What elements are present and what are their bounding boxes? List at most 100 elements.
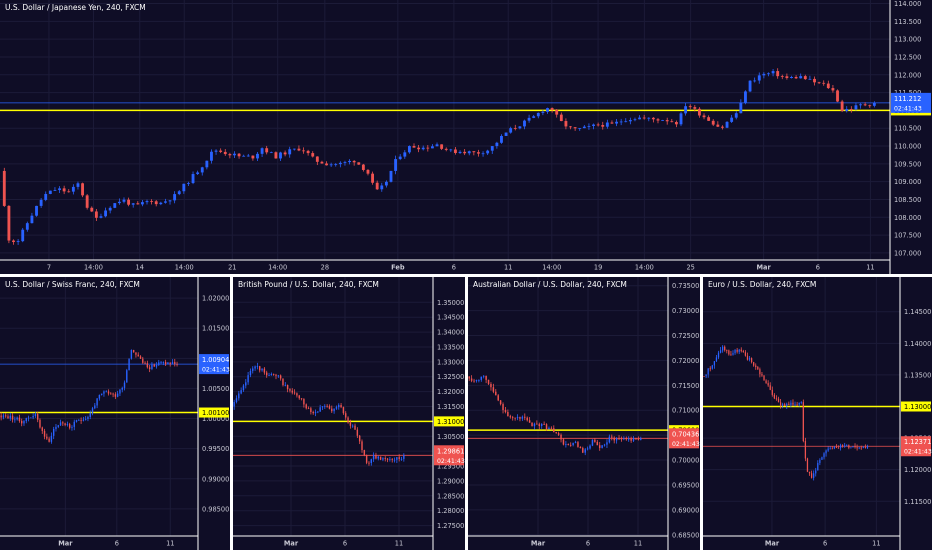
usdjpy-candle-body: [228, 154, 232, 156]
gbpusd-candle-body: [338, 405, 340, 408]
audusd-ytick-label: 0.71000: [672, 407, 699, 415]
usdjpy-candle-body: [771, 71, 775, 74]
audusd-candle-body: [640, 438, 642, 440]
eurusd-candle-body: [724, 346, 726, 351]
gbpusd-candle-body: [384, 458, 386, 459]
gbpusd-ytick-label: 1.28500: [437, 492, 464, 500]
gbpusd-candle-body: [275, 374, 277, 376]
chart-audusd[interactable]: 0.685000.690000.695000.700000.705000.710…: [468, 277, 700, 550]
usdchf-ytick-label: 1.02000: [202, 295, 229, 303]
audusd-candle-body: [485, 375, 487, 380]
audusd-candle-body: [504, 410, 507, 413]
gbpusd-ytick-label: 1.34000: [437, 329, 464, 337]
audusd-candle-body: [632, 438, 635, 441]
usdjpy-price-axis: [890, 0, 932, 274]
gbpusd-title: British Pound / U.S. Dollar, 240, FXCM: [238, 280, 379, 289]
usdchf-chart-svg[interactable]: 0.985000.990000.995001.000001.005001.010…: [0, 277, 230, 550]
audusd-ytick-label: 0.68500: [672, 531, 699, 539]
audusd-price-label: 0.70436: [672, 430, 699, 438]
audusd-price-label-bg: [669, 428, 699, 449]
usdjpy-candle-body: [624, 121, 628, 123]
usdchf-candle-body: [116, 393, 119, 397]
usdjpy-candle-body: [421, 147, 425, 150]
eurusd-candle-body: [846, 445, 848, 446]
usdjpy-candle-body: [458, 151, 462, 153]
chart-gbpusd[interactable]: 1.275001.280001.285001.290001.295001.300…: [233, 277, 465, 550]
usdchf-candle-body: [144, 362, 146, 364]
usdchf-candle-body: [27, 417, 30, 419]
usdjpy-candle-body: [334, 164, 338, 165]
gbpusd-candle-body: [307, 408, 310, 410]
gbpusd-xtick-label: Mar: [284, 540, 299, 548]
chart-usdchf[interactable]: 0.985000.990000.995001.000001.005001.010…: [0, 277, 230, 550]
usdjpy-candle-body: [707, 117, 711, 121]
gbpusd-candle-body: [254, 366, 256, 369]
gbpusd-candle-body: [345, 413, 347, 418]
usdjpy-candle-body: [94, 211, 98, 218]
gbpusd-candle-body: [305, 404, 307, 409]
usdchf-candle-body: [107, 391, 110, 394]
usdjpy-candle-body: [196, 172, 200, 175]
chart-eurusd[interactable]: 1.115001.120001.125001.130001.135001.140…: [703, 277, 932, 550]
gbpusd-candle-body: [256, 366, 259, 368]
eurusd-candle-body: [810, 473, 813, 478]
usdchf-candle-body: [121, 387, 123, 390]
eurusd-candle-body: [794, 404, 796, 406]
usdjpy-candle-body: [587, 125, 591, 127]
eurusd-candle-body: [788, 403, 790, 405]
eurusd-chart-svg[interactable]: 1.115001.120001.125001.130001.135001.140…: [703, 277, 932, 550]
gbpusd-candle-body: [282, 378, 284, 386]
audusd-candle-body: [569, 444, 572, 446]
eurusd-candle-body: [748, 358, 751, 360]
gbpusd-chart-svg[interactable]: 1.275001.280001.285001.290001.295001.300…: [233, 277, 465, 550]
usdchf-candle-body: [59, 422, 62, 426]
usdchf-candle-body: [41, 427, 43, 431]
eurusd-candle-body: [759, 369, 761, 375]
usdjpy-candle-body: [435, 144, 439, 147]
usdjpy-candle-body: [223, 151, 227, 155]
gbpusd-candle-body: [386, 458, 389, 460]
audusd-candle-body: [521, 416, 524, 419]
usdchf-candle-body: [30, 417, 32, 419]
eurusd-candle-body: [825, 450, 827, 454]
usdjpy-candle-body: [767, 73, 770, 75]
usdjpy-candle-body: [7, 205, 11, 241]
audusd-candle-body: [606, 442, 608, 445]
usdjpy-ytick-label: 109.000: [894, 178, 921, 186]
usdjpy-candle-body: [44, 193, 48, 200]
eurusd-candle-body: [796, 404, 798, 406]
usdjpy-candle-body: [605, 122, 609, 127]
usdjpy-candle-body: [780, 76, 784, 77]
usdjpy-candle-body: [417, 147, 421, 150]
usdjpy-candle-body: [748, 80, 752, 92]
usdjpy-chart-svg[interactable]: 107.000 107.500 108.000 108.500 109.000 109.5…: [0, 0, 932, 274]
usdjpy-xtick-label: 19: [594, 264, 602, 272]
usdjpy-candle-body: [145, 201, 149, 203]
usdjpy-candle-body: [573, 127, 577, 129]
usdchf-candle-body: [48, 438, 50, 442]
gbpusd-candle-body: [277, 375, 280, 377]
usdjpy-candle-body: [329, 164, 333, 166]
usdchf-ytick-label: 0.98500: [202, 505, 229, 513]
gbpusd-candle-body: [238, 393, 240, 399]
audusd-candle-body: [589, 445, 591, 449]
audusd-candle-body: [584, 449, 586, 453]
audusd-ytick-label: 0.72000: [672, 357, 699, 365]
chart-usdjpy[interactable]: 107.000 107.500 108.000 108.500 109.000 109.5…: [0, 0, 932, 274]
eurusd-candle-body: [827, 448, 829, 451]
usdjpy-candle-body: [477, 152, 480, 154]
usdjpy-candle-body: [113, 203, 117, 208]
gbpusd-candle-body: [379, 456, 382, 460]
eurusd-candle-body: [833, 446, 835, 449]
usdjpy-candle-body: [601, 125, 605, 127]
gbpusd-candle-body: [326, 405, 328, 407]
usdchf-candle-body: [39, 419, 41, 428]
usdjpy-candle-body: [320, 161, 324, 164]
usdjpy-candle-body: [564, 121, 568, 127]
eurusd-candle-body: [781, 404, 784, 406]
audusd-chart-svg[interactable]: 0.685000.690000.695000.700000.705000.710…: [468, 277, 700, 550]
audusd-candle-body: [598, 445, 601, 448]
usdjpy-candle-body: [472, 151, 476, 153]
eurusd-candle-body: [771, 389, 773, 395]
audusd-candle-body: [543, 423, 545, 425]
